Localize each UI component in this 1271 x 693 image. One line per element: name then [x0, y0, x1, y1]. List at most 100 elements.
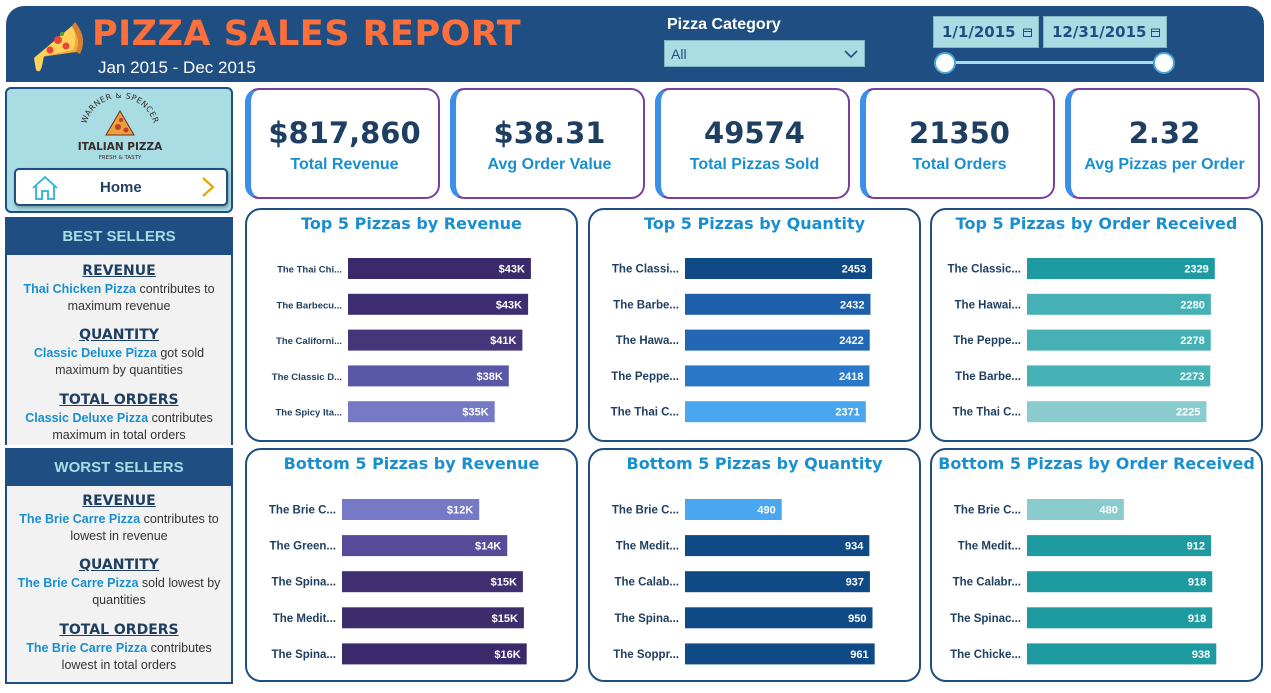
bar[interactable]	[1027, 499, 1124, 520]
bar[interactable]	[1027, 401, 1207, 423]
bar[interactable]	[685, 643, 875, 665]
bar[interactable]	[685, 607, 873, 629]
italian-pizza-logo: WARNER & SPENCER ITALIAN PIZZA FRESH & T…	[78, 93, 163, 161]
data-label: $15K	[492, 613, 518, 625]
worst-revenue-pizza: The Brie Carre Pizza	[19, 512, 141, 526]
data-label: $43K	[499, 264, 525, 276]
end-date-value: 12/31/2015	[1052, 23, 1147, 41]
chart-top5-quantity: Top 5 Pizzas by Quantity The Classi... 24…	[588, 208, 921, 442]
bar[interactable]	[348, 329, 523, 351]
data-label: 938	[1192, 649, 1210, 661]
category-label: The Spina...	[271, 577, 336, 589]
bar[interactable]	[685, 401, 866, 423]
category-dropdown[interactable]: All	[664, 40, 865, 67]
data-label: 937	[846, 577, 864, 589]
bar[interactable]	[342, 643, 527, 665]
best-sellers-heading: BEST SELLERS	[5, 217, 233, 255]
chart-bottom5-quantity: Bottom 5 Pizzas by Quantity The Brie C..…	[588, 448, 921, 682]
report-header: PIZZA SALES REPORT Jan 2015 - Dec 2015 P…	[6, 6, 1264, 82]
worst-quantity-pizza: The Brie Carre Pizza	[17, 576, 139, 590]
best-revenue-text: contributes to maximum revenue	[67, 282, 215, 313]
bar[interactable]	[1027, 329, 1211, 351]
worst-orders-insight: TOTAL ORDERS The Brie Carre Pizza contri…	[5, 622, 233, 674]
chart-title: Top 5 Pizzas by Revenue	[301, 214, 522, 233]
bar[interactable]	[685, 293, 871, 315]
kpi-label: Avg Pizzas per Order	[1084, 156, 1245, 173]
kpi-card-total-pizzas-sold: 49574 Total Pizzas Sold	[655, 88, 850, 199]
bar[interactable]	[1027, 571, 1213, 593]
bar[interactable]	[342, 499, 480, 520]
data-label: 2225	[1176, 407, 1200, 419]
worst-sellers-heading: WORST SELLERS	[5, 448, 233, 486]
kpi-card-total-orders: 21350 Total Orders	[860, 88, 1055, 199]
bar[interactable]	[1027, 607, 1213, 629]
bar[interactable]	[1027, 365, 1211, 387]
best-revenue-title: REVENUE	[82, 263, 156, 279]
chevron-down-icon	[844, 50, 858, 59]
worst-orders-text: contributes lowest in total orders	[61, 641, 212, 672]
bar[interactable]	[1027, 258, 1215, 279]
date-range-slider-track[interactable]	[946, 61, 1164, 64]
worst-sellers-panel	[5, 486, 233, 684]
category-selected-value: All	[671, 45, 687, 62]
start-date-input[interactable]: 1/1/2015	[933, 16, 1039, 48]
data-label: 912	[1187, 541, 1205, 553]
best-quantity-insight: QUANTITY Classic Deluxe Pizza got sold m…	[5, 327, 233, 379]
chart-top5-orders: Top 5 Pizzas by Order Received The Class…	[930, 208, 1263, 442]
data-label: 918	[1188, 577, 1206, 589]
category-label: The Medit...	[958, 541, 1021, 553]
category-label: The Thai C...	[953, 407, 1021, 419]
category-label: The Brie C...	[269, 505, 336, 517]
bar[interactable]	[348, 365, 509, 387]
brand-logo-card: WARNER & SPENCER ITALIAN PIZZA FRESH & T…	[5, 87, 233, 213]
bar[interactable]	[685, 329, 870, 351]
home-icon	[32, 175, 58, 200]
best-sellers-panel	[5, 255, 233, 445]
worst-quantity-title: QUANTITY	[79, 557, 159, 573]
bar[interactable]	[348, 258, 531, 279]
kpi-value: 21350	[909, 116, 1010, 150]
bar[interactable]	[685, 535, 870, 557]
category-label: The Spinac...	[950, 613, 1021, 625]
data-label: 2432	[840, 299, 864, 311]
category-label: The Classic...	[947, 264, 1021, 276]
chart-svg: The Brie C... 480 The Medit... 912 The Calab…	[950, 499, 1217, 665]
home-button[interactable]: Home	[14, 168, 228, 206]
start-date-value: 1/1/2015	[942, 23, 1016, 41]
category-label: The Spicy Ita...	[275, 408, 342, 419]
chart-svg: The Classic... 2329 The Hawai... 2280 The Pe…	[947, 258, 1215, 423]
bar[interactable]	[342, 607, 524, 629]
data-label: $15K	[491, 577, 517, 589]
bar[interactable]	[685, 258, 873, 279]
data-label: 490	[757, 505, 775, 517]
end-date-input[interactable]: 12/31/2015	[1043, 16, 1167, 48]
bar[interactable]	[1027, 643, 1217, 665]
bar[interactable]	[1027, 293, 1211, 315]
bar[interactable]	[342, 571, 523, 593]
calendar-icon	[1151, 28, 1160, 37]
chart-svg: The Thai Chi... $43K The Barbecu... $43K The…	[272, 258, 531, 423]
best-orders-pizza: Classic Deluxe Pizza	[25, 411, 149, 425]
data-label: 2329	[1184, 264, 1208, 276]
bar[interactable]	[348, 293, 529, 315]
category-label: The Spina...	[271, 649, 336, 661]
bar[interactable]	[685, 571, 870, 593]
bar[interactable]	[685, 365, 870, 387]
kpi-label: Avg Order Value	[487, 156, 612, 173]
date-slider-end-handle[interactable]	[1153, 52, 1175, 74]
kpi-card-avg-pizzas-per-order: 2.32 Avg Pizzas per Order	[1065, 88, 1260, 199]
bar[interactable]	[1027, 535, 1212, 557]
data-label: 2371	[835, 407, 859, 419]
category-label: The Peppe...	[953, 335, 1021, 347]
bar[interactable]	[685, 499, 782, 520]
date-slider-start-handle[interactable]	[934, 52, 956, 74]
data-label: 2453	[842, 264, 866, 276]
kpi-label: Total Revenue	[290, 156, 399, 173]
chart-bottom5-revenue: Bottom 5 Pizzas by Revenue The Brie C...…	[245, 448, 578, 682]
best-revenue-pizza: Thai Chicken Pizza	[23, 282, 136, 296]
kpi-value: $38.31	[493, 116, 606, 150]
bar[interactable]	[342, 535, 508, 557]
data-label: 2278	[1180, 335, 1204, 347]
bar[interactable]	[348, 401, 495, 423]
best-orders-insight: TOTAL ORDERS Classic Deluxe Pizza contri…	[5, 392, 233, 444]
